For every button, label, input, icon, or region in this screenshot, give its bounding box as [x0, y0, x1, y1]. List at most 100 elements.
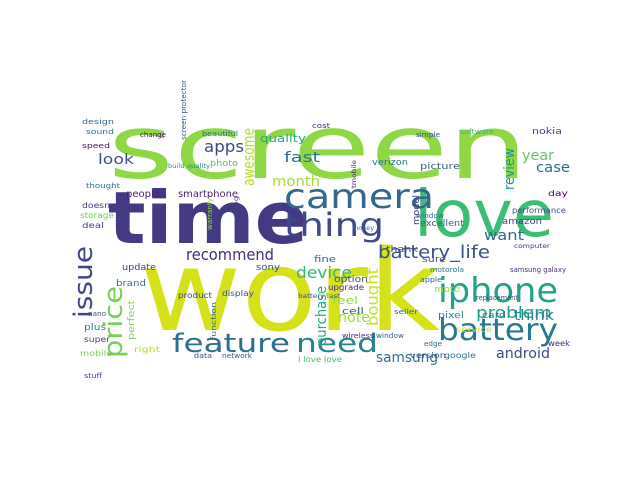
word-thing: thing — [284, 206, 384, 244]
word-design: design — [82, 118, 114, 126]
word-screen: screen — [108, 96, 528, 199]
word-apps: apps — [204, 137, 244, 156]
word-option: option — [334, 275, 368, 285]
word-device: device — [296, 263, 352, 282]
word-change: change — [140, 131, 166, 139]
word-tmobile: tmobile — [351, 160, 358, 188]
word-wireless: wireless — [342, 332, 374, 340]
word-verizon: verizon — [372, 158, 408, 168]
word-setting: setting — [233, 196, 240, 224]
word-display: display — [222, 289, 254, 298]
word-look: look — [98, 152, 135, 168]
word-case: case — [536, 160, 570, 176]
word-problem: problem — [476, 303, 552, 322]
word-recommend: recommend — [186, 245, 274, 264]
word-time: time — [108, 176, 308, 260]
word-screen-protector: screen protector — [180, 80, 188, 140]
word-network: network — [222, 352, 253, 360]
word-window: window — [416, 212, 444, 220]
word-thought: thought — [86, 182, 120, 190]
word-want: want — [484, 228, 525, 244]
word-software: software — [460, 128, 494, 136]
word-awesome: awesome — [239, 128, 258, 186]
word-camera: camera — [284, 177, 434, 217]
word-data: data — [194, 352, 212, 360]
word-samsung-galaxy: samsung galaxy — [510, 266, 566, 274]
word-need: need — [296, 329, 378, 359]
word-android: android — [496, 346, 550, 362]
word-model: model — [412, 195, 422, 225]
word-price: price — [99, 286, 129, 358]
word-battery: battery — [438, 313, 558, 348]
word-day: day — [548, 189, 568, 198]
word-performance: performance — [512, 206, 566, 215]
word-pixel: pixel — [438, 311, 464, 321]
word-bought: bought — [363, 268, 382, 326]
word-computer: computer — [514, 243, 551, 250]
word-excellent: excellent — [420, 219, 464, 229]
word-speed: speed — [82, 142, 110, 150]
word-edge: edge — [424, 340, 442, 348]
word-month: month — [272, 174, 320, 190]
word-beautiful: beautiful — [202, 130, 238, 138]
word-sound: sound — [86, 128, 114, 136]
word-iphone: iphone — [438, 271, 558, 311]
word-storage: storage — [80, 211, 114, 220]
word-plus: plus — [84, 323, 106, 333]
word-fast: fast — [284, 150, 321, 166]
word-samsung: samsung — [376, 350, 438, 366]
word-thank: thank — [386, 245, 419, 255]
word-motorola: motorola — [430, 266, 464, 274]
word-sure: sure — [422, 255, 447, 265]
word-build-quality: build quality — [168, 163, 211, 170]
word-function: function — [210, 302, 218, 340]
word-love: love — [414, 178, 554, 252]
word-year: year — [522, 148, 554, 164]
word-google: google — [444, 351, 476, 360]
word-week: week — [548, 339, 570, 348]
word-card: card — [482, 311, 506, 321]
word-apple: apple — [420, 276, 442, 284]
word-nano: nano — [88, 310, 106, 318]
word-note: note — [338, 310, 370, 326]
word-window: window — [376, 332, 404, 340]
word-warranty: warranty — [206, 198, 214, 230]
word-photo: photo — [210, 159, 239, 169]
word-perfect: perfect — [127, 299, 137, 340]
word-issue: issue — [69, 246, 99, 318]
word-cost: cost — [312, 122, 330, 130]
word-sony: sony — [256, 263, 281, 273]
word-version: version — [410, 351, 446, 360]
word-feature: feature — [172, 329, 290, 359]
word-i-love-love: i love love — [298, 355, 342, 364]
word-battery-last: battery last — [298, 293, 341, 300]
word-money: money — [352, 225, 374, 232]
word-moto: moto — [434, 285, 461, 295]
word-fine: fine — [314, 255, 337, 265]
word-deal: deal — [82, 221, 104, 230]
word-brand: brand — [116, 279, 146, 289]
word-picture: picture — [420, 162, 461, 172]
word-buy: buy — [318, 291, 333, 298]
word-quality: quality — [260, 132, 307, 145]
word-think: think — [514, 308, 555, 324]
word-stuff: stuff — [84, 372, 102, 380]
word-mobile: mobile — [80, 349, 112, 358]
word-cell: cell — [342, 307, 364, 317]
word-product: product — [178, 291, 212, 300]
word-purchase: purchase — [314, 286, 330, 346]
word-nokia: nokia — [532, 127, 562, 137]
word-service: service — [456, 325, 492, 334]
word-work: work — [140, 227, 440, 357]
word-replacement: replacement — [476, 294, 518, 302]
word-amazon: amazon — [502, 217, 542, 227]
word-upgrade: upgrade — [328, 283, 364, 292]
word-doesn: doesn — [82, 201, 110, 210]
word-feel: feel — [332, 294, 358, 307]
word-seller: seller — [394, 308, 418, 316]
word-super: super — [84, 335, 111, 344]
word-smartphone: smartphone — [178, 189, 238, 200]
word-battery-life: battery_life — [378, 242, 490, 263]
word-review: review — [502, 148, 518, 190]
